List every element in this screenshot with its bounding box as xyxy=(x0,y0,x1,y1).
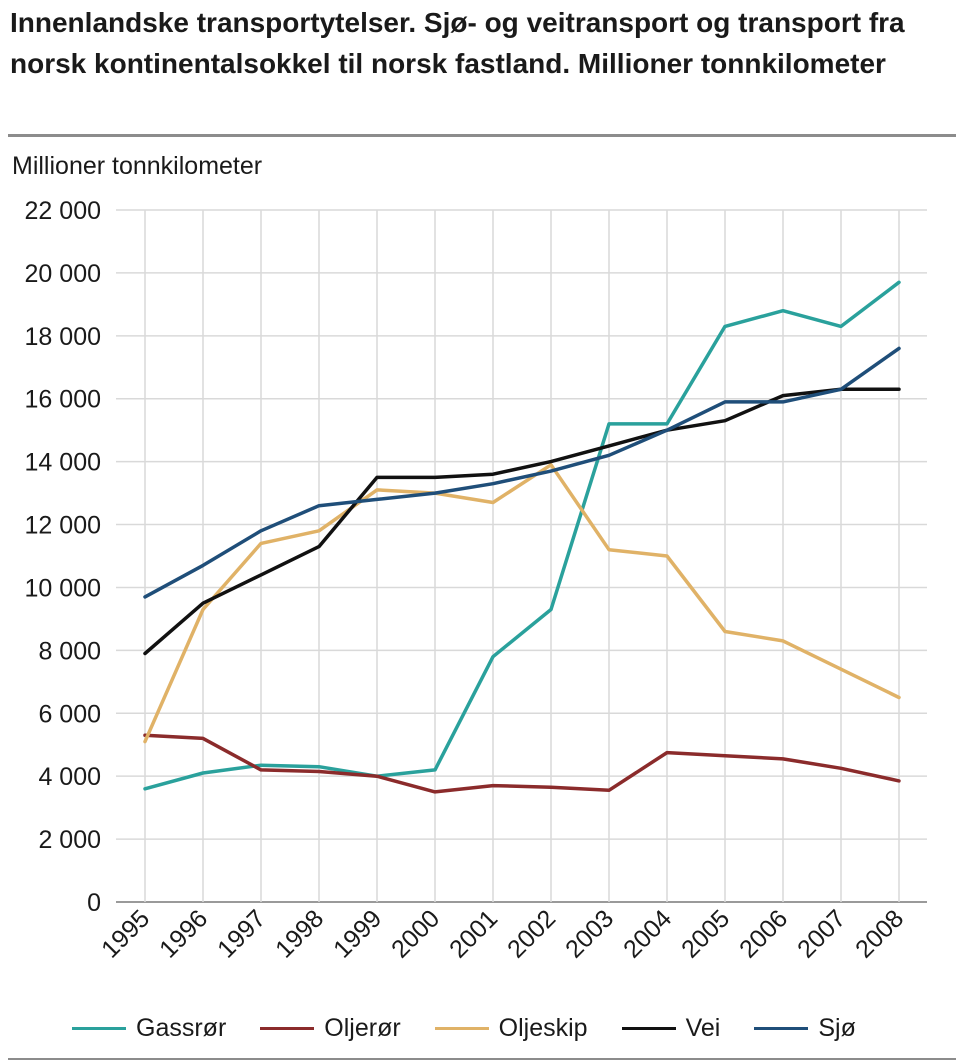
chart-title: Innenlandske transportytelser. Sjø- og v… xyxy=(10,7,905,79)
y-tick-label: 22 000 xyxy=(25,197,101,225)
legend-label: Vei xyxy=(685,1013,721,1042)
x-tick-label: 2007 xyxy=(792,904,851,963)
series-line-oljerør xyxy=(143,733,901,794)
legend-swatch xyxy=(754,1026,809,1030)
legend-label: Oljerør xyxy=(324,1013,401,1042)
legend-swatch xyxy=(72,1026,126,1030)
y-tick-label: 18 000 xyxy=(25,323,101,351)
series-line-sjø xyxy=(143,346,901,599)
legend-label: Gassrør xyxy=(136,1013,227,1042)
x-tick-label: 1997 xyxy=(212,904,271,963)
series-line-gassrør xyxy=(143,280,901,791)
legend-label: Sjø xyxy=(818,1013,856,1042)
x-tick-label: 2004 xyxy=(618,904,677,963)
x-tick-label: 2002 xyxy=(502,904,561,963)
y-tick-label: 10 000 xyxy=(25,574,101,602)
y-axis-label: Millioner tonnkilometer xyxy=(12,152,263,180)
x-tick-label: 1995 xyxy=(96,904,155,963)
y-tick-label: 12 000 xyxy=(25,512,101,540)
legend-item: Gassrør xyxy=(72,1014,226,1043)
x-axis-ticks: 1995199619971998199920002001200220032004… xyxy=(96,904,909,963)
legend-item: Sjø xyxy=(754,1014,856,1043)
y-tick-label: 20 000 xyxy=(25,260,101,288)
y-tick-label: 8 000 xyxy=(38,637,101,665)
x-tick-label: 2006 xyxy=(734,904,793,963)
legend-item: Oljerør xyxy=(260,1013,401,1043)
x-tick-label: 1996 xyxy=(154,904,213,963)
x-tick-label: 2005 xyxy=(676,904,735,963)
y-tick-label: 4 000 xyxy=(38,763,101,791)
x-tick-label: 2001 xyxy=(444,904,503,963)
series-lines xyxy=(143,280,901,794)
series-line-vei xyxy=(143,387,901,656)
legend-swatch xyxy=(621,1026,676,1030)
title-divider xyxy=(8,134,956,137)
line-chart: 0 2 000 4 000 6 000 8 000 10 000 12 000 14 000 1… xyxy=(25,197,927,964)
bottom-divider xyxy=(8,1058,956,1060)
legend-swatch xyxy=(260,1026,315,1030)
x-tick-label: 1998 xyxy=(270,904,329,963)
x-tick-label: 1999 xyxy=(328,904,387,963)
x-tick-label: 2000 xyxy=(386,904,445,963)
series-line-oljeskip xyxy=(143,463,901,744)
y-tick-label: 2 000 xyxy=(38,826,101,854)
grid-lines xyxy=(116,209,927,903)
y-tick-label: 0 xyxy=(87,889,101,917)
y-tick-label: 16 000 xyxy=(25,386,101,414)
x-tick-label: 2003 xyxy=(560,904,619,963)
legend: Gassrør Oljerør Oljeskip Vei Sjø xyxy=(72,1006,952,1050)
y-axis-ticks: 0 2 000 4 000 6 000 8 000 10 000 12 000 14 000 1… xyxy=(25,197,101,917)
x-tick-label: 2008 xyxy=(850,904,909,963)
legend-item: Vei xyxy=(621,1013,721,1043)
y-tick-label: 14 000 xyxy=(25,449,101,477)
y-tick-label: 6 000 xyxy=(38,700,101,728)
legend-swatch xyxy=(434,1026,489,1030)
legend-label: Oljeskip xyxy=(498,1013,588,1042)
legend-item: Oljeskip xyxy=(434,1013,588,1043)
